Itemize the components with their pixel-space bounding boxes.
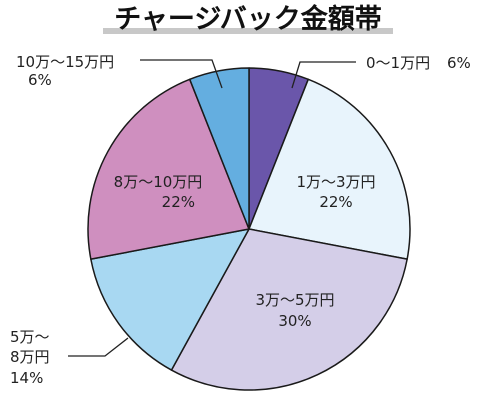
slice-label-1-3: 1万〜3万円 [296,173,375,191]
leader-line-5-8 [68,337,129,357]
leader-line-0-1 [291,61,356,89]
slice-value-1-3: 22% [319,193,352,211]
slice-value-5-8: 14% [10,369,43,387]
slice-value-0-1: 6% [447,54,471,72]
slice-label-5-8-line1: 5万〜 [10,328,50,346]
slice-1-3 [248,78,411,260]
slice-8-10 [87,78,250,260]
slice-label-3-5: 3万〜5万円 [255,291,334,309]
chart-title: チャージバック金額帯 [114,3,382,35]
slice-label-8-10: 8万〜10万円 [114,173,203,191]
slice-label-10-15: 10万〜15万円 [16,53,114,71]
slice-3-5 [170,228,408,391]
slice-value-8-10: 22% [162,193,195,211]
pie-slices [87,67,411,391]
leader-line-10-15 [140,59,223,89]
slice-10-15 [188,67,250,230]
title-underline [103,28,393,34]
slice-value-3-5: 30% [278,312,311,330]
slice-5-8 [90,228,250,371]
title-group: チャージバック金額帯 [103,3,393,35]
slice-labels: 0〜1万円 6% 1万〜3万円 22% 3万〜5万円 30% 5万〜 8万円 1… [10,53,471,387]
slice-label-5-8-line2: 8万円 [10,348,50,366]
slice-value-10-15: 6% [28,71,52,89]
slice-label-0-1: 0〜1万円 [366,54,430,72]
leader-lines [68,59,356,357]
